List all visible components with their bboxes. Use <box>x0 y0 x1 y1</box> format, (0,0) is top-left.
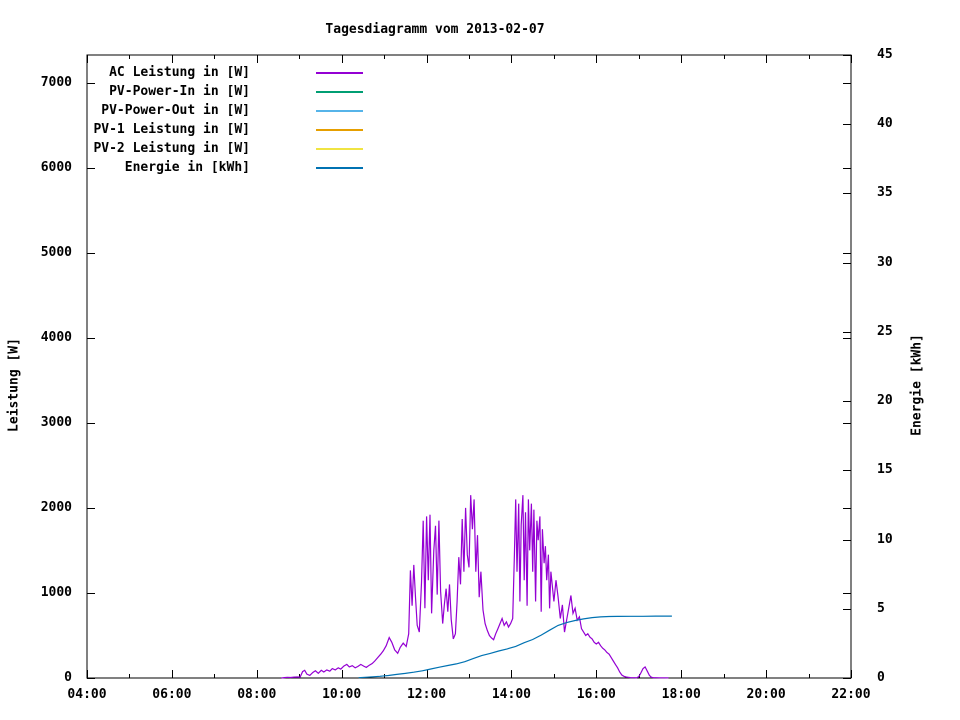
legend-item: Energie in [kWh] <box>87 158 363 177</box>
x-tick-label: 14:00 <box>491 687 531 702</box>
y2-tick-label: 45 <box>877 47 893 62</box>
y2-tick-label: 30 <box>877 254 893 270</box>
x-tick-label: 18:00 <box>661 687 701 702</box>
y-tick-label: 5000 <box>40 244 72 260</box>
y2-tick-label: 25 <box>877 323 893 339</box>
series-ac-leistung-in-w <box>281 495 669 679</box>
y-tick-label: 7000 <box>40 74 72 90</box>
legend-label: PV-Power-Out in [W] <box>101 103 250 118</box>
y2-tick-label: 15 <box>877 462 893 478</box>
series-energie-in-kwh <box>358 615 672 679</box>
y2-tick-label: 10 <box>877 531 893 547</box>
x-tick-label: 06:00 <box>152 687 192 702</box>
legend-label: AC Leistung in [W] <box>109 65 250 80</box>
y2-tick-label: 20 <box>877 393 893 409</box>
legend: AC Leistung in [W] PV-Power-In in [W] PV-P… <box>87 63 363 177</box>
legend-item: PV-1 Leistung in [W] <box>87 120 363 139</box>
chart-title: Tagesdiagramm vom 2013-02-07 <box>325 22 545 37</box>
legend-item: PV-2 Leistung in [W] <box>87 139 363 158</box>
x-tick-label: 04:00 <box>67 687 107 702</box>
legend-line-sample <box>316 166 363 169</box>
y-tick-label: 2000 <box>40 499 72 515</box>
y-tick-label: 4000 <box>40 329 72 345</box>
legend-label: PV-1 Leistung in [W] <box>93 122 250 137</box>
y2-axis-label: Energie [kWh] <box>909 334 925 436</box>
x-tick-label: 12:00 <box>406 687 447 702</box>
legend-line-sample <box>316 71 363 74</box>
y2-tick-label: 0 <box>877 670 885 685</box>
legend-line-sample <box>316 128 363 131</box>
legend-line-sample <box>316 109 363 112</box>
y-tick-label: 1000 <box>40 584 72 600</box>
x-tick-label: 08:00 <box>237 687 277 702</box>
legend-line-sample <box>316 90 363 93</box>
legend-item: AC Leistung in [W] <box>87 63 363 82</box>
x-tick-label: 10:00 <box>322 687 362 702</box>
y2-tick-label: 40 <box>877 116 893 132</box>
y-tick-label: 0 <box>64 670 72 685</box>
y2-tick-label: 5 <box>877 600 885 616</box>
legend-label: Energie in [kWh] <box>124 160 250 175</box>
x-tick-label: 16:00 <box>576 687 616 702</box>
y-tick-label: 3000 <box>40 414 72 430</box>
legend-label: PV-2 Leistung in [W] <box>93 141 250 156</box>
legend-line-sample <box>316 147 363 150</box>
legend-item: PV-Power-Out in [W] <box>87 101 363 120</box>
x-tick-label: 20:00 <box>746 687 786 702</box>
x-tick-label: 22:00 <box>831 687 871 702</box>
legend-label: PV-Power-In in [W] <box>109 84 250 99</box>
y-tick-label: 6000 <box>40 159 72 175</box>
legend-item: PV-Power-In in [W] <box>87 82 363 101</box>
y2-tick-label: 35 <box>877 185 893 201</box>
